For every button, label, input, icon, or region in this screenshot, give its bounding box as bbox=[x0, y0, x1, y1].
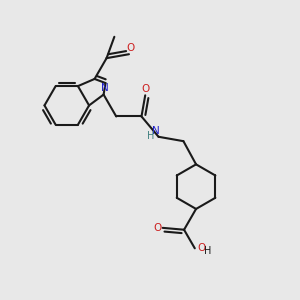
Text: O: O bbox=[197, 243, 206, 253]
Text: N: N bbox=[101, 83, 109, 93]
Text: O: O bbox=[141, 84, 149, 94]
Text: N: N bbox=[152, 126, 160, 136]
Text: O: O bbox=[126, 43, 135, 53]
Text: O: O bbox=[153, 223, 161, 233]
Text: H: H bbox=[205, 246, 212, 256]
Text: H: H bbox=[147, 131, 155, 142]
